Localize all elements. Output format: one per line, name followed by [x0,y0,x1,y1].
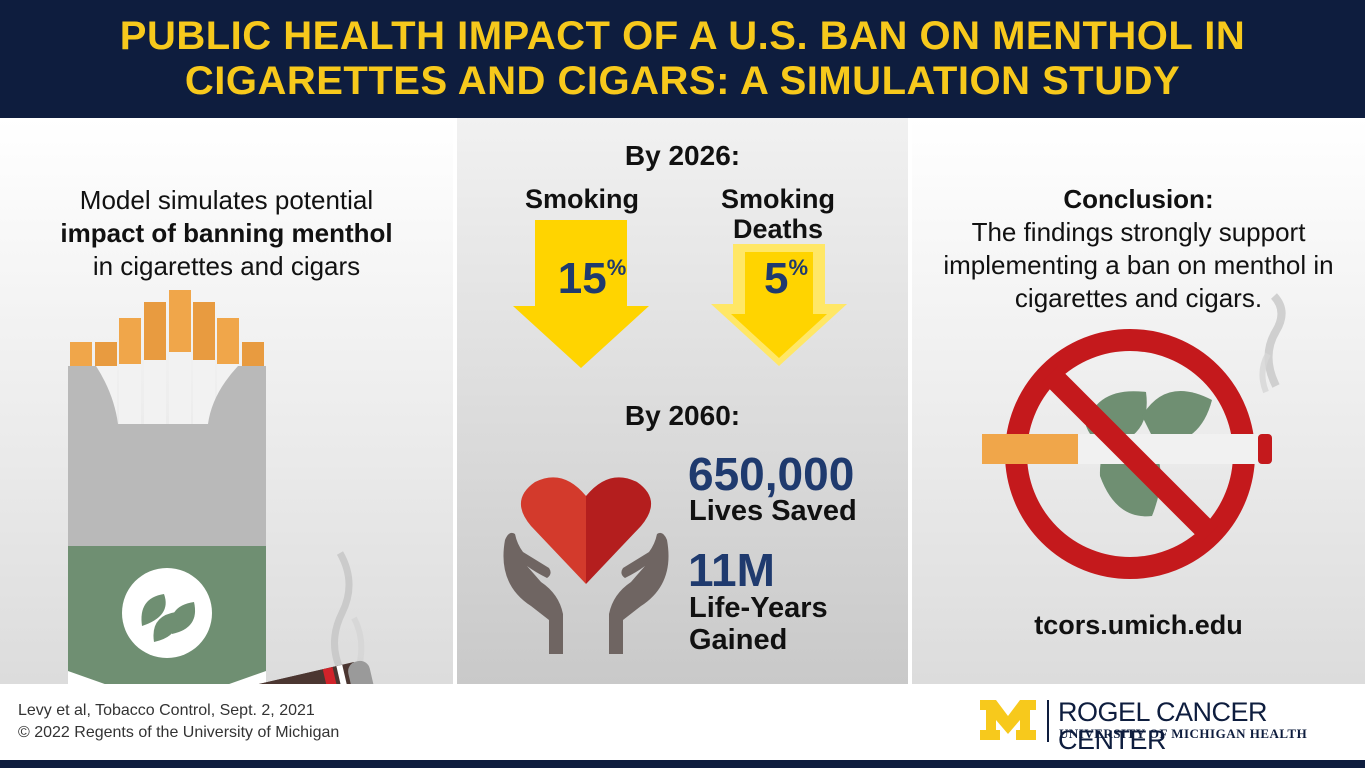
right-panel: Conclusion: The findings strongly suppor… [912,118,1365,684]
website-link[interactable]: tcors.umich.edu [1034,610,1243,640]
citation-block: Levy et al, Tobacco Control, Sept. 2, 20… [18,700,339,744]
by-2060-heading: By 2060: [624,400,741,431]
heart-hands-icon [503,477,669,654]
logo-separator [1047,700,1049,742]
down-arrow-icon [711,244,847,366]
smoking-percent: 15% [527,254,657,304]
copyright-text: © 2022 Regents of the University of Mich… [18,724,340,741]
life-years-label-2: Gained [689,624,788,656]
lives-saved-value: 650,000 [688,448,855,500]
down-arrow-icon [513,220,649,368]
intro-text: Model simulates potential impact of bann… [0,184,453,283]
header-banner: PUBLIC HEALTH IMPACT OF A U.S. BAN ON ME… [0,0,1365,118]
conclusion-body: The findings strongly support implementi… [943,217,1334,313]
page-title: PUBLIC HEALTH IMPACT OF A U.S. BAN ON ME… [119,14,1246,103]
life-years-label: Life-Years Gained [689,592,828,656]
conclusion-title: Conclusion: [1063,184,1214,214]
cigarette-pack-icon [68,290,266,548]
smoking-label: Smoking [524,184,639,214]
middle-panel: By 2026: Smoking Smoking Deaths 15% 5% B… [457,118,908,684]
life-years-value: 11M [688,544,775,596]
logo-subtitle: UNIVERSITY OF MICHIGAN HEALTH [1059,726,1308,741]
deaths-percent: 5% [721,254,851,304]
footer: Levy et al, Tobacco Control, Sept. 2, 20… [0,684,1365,760]
citation-text: Levy et al, Tobacco Control, Sept. 2, 20… [18,702,315,719]
life-years-label-1: Life-Years [689,592,828,624]
intro-line-1: Model simulates potential [79,185,374,215]
divider-left [453,118,457,684]
left-panel: Model simulates potential impact of bann… [0,118,453,768]
logo-name: ROGEL CANCER CENTER [1058,697,1268,755]
smoking-percent-value: 15 [557,254,607,303]
by-2026-heading: By 2026: [624,140,741,171]
intro-line-3: in cigarettes and cigars [92,251,361,281]
percent-sign: % [606,255,627,280]
bottom-bar [0,760,1365,768]
michigan-m-logo [980,700,1036,740]
deaths-percent-value: 5 [763,254,789,303]
percent-sign: % [788,255,809,280]
lives-saved-label: Lives Saved [689,495,857,527]
divider-right [908,118,912,684]
smoking-deaths-label: Smoking Deaths [720,184,835,244]
no-menthol-icon [982,293,1286,579]
intro-bold-line: impact of banning menthol [60,218,393,248]
